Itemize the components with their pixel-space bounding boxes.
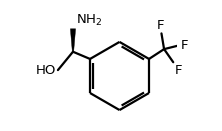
Text: F: F xyxy=(156,19,164,32)
Text: NH$_2$: NH$_2$ xyxy=(76,12,102,28)
Text: F: F xyxy=(181,39,189,52)
Text: F: F xyxy=(174,64,182,77)
Polygon shape xyxy=(70,29,76,52)
Text: HO: HO xyxy=(36,64,56,77)
